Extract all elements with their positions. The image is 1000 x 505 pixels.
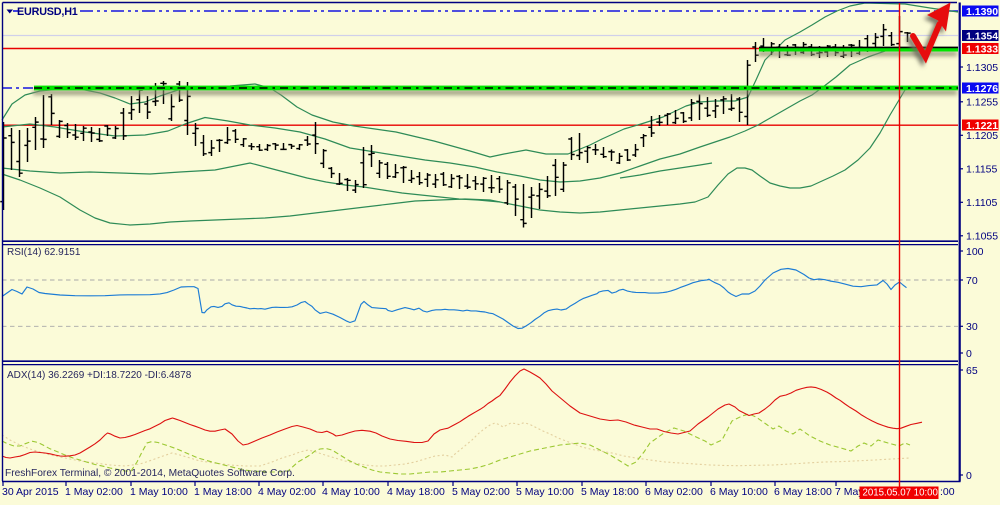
svg-text:1.1276: 1.1276 xyxy=(966,83,998,95)
svg-text:1 May 10:00: 1 May 10:00 xyxy=(130,486,188,498)
svg-text:1.1205: 1.1205 xyxy=(966,130,998,142)
svg-text:4 May 18:00: 4 May 18:00 xyxy=(387,486,445,498)
svg-text:1.1305: 1.1305 xyxy=(966,62,998,74)
svg-text:EURUSD,H1: EURUSD,H1 xyxy=(17,6,78,18)
svg-text:0: 0 xyxy=(966,470,972,482)
svg-text:0: 0 xyxy=(966,348,972,360)
svg-text:6 May 18:00: 6 May 18:00 xyxy=(774,486,832,498)
svg-text:65: 65 xyxy=(966,365,978,377)
svg-text:RSI(14) 62.9151: RSI(14) 62.9151 xyxy=(7,247,81,258)
svg-text:1.1105: 1.1105 xyxy=(966,197,997,209)
svg-text:2015.05.07 10:00: 2015.05.07 10:00 xyxy=(863,488,939,499)
svg-text:1.1390: 1.1390 xyxy=(966,6,998,18)
svg-text:5 May 10:00: 5 May 10:00 xyxy=(516,486,574,498)
svg-text:1.1221: 1.1221 xyxy=(966,120,998,132)
svg-text:6 May 10:00: 6 May 10:00 xyxy=(710,486,768,498)
svg-text:30: 30 xyxy=(966,321,978,333)
svg-text:70: 70 xyxy=(966,275,978,287)
svg-text:1.1255: 1.1255 xyxy=(966,97,998,109)
svg-text:6 May 02:00: 6 May 02:00 xyxy=(645,486,703,498)
svg-text:4 May 10:00: 4 May 10:00 xyxy=(322,486,380,498)
svg-text:ADX(14) 36.2269 +DI:18.7220 -D: ADX(14) 36.2269 +DI:18.7220 -DI:6.4878 xyxy=(7,370,192,381)
svg-text:1.1055: 1.1055 xyxy=(966,231,998,243)
svg-text:30 Apr 2015: 30 Apr 2015 xyxy=(2,486,59,498)
svg-text:1 May 02:00: 1 May 02:00 xyxy=(65,486,123,498)
svg-text:1.1333: 1.1333 xyxy=(966,43,998,55)
svg-text:5 May 02:00: 5 May 02:00 xyxy=(452,486,510,498)
svg-text:1.1155: 1.1155 xyxy=(966,164,997,176)
svg-text:100: 100 xyxy=(966,246,984,258)
svg-text:1.1354: 1.1354 xyxy=(966,30,998,42)
svg-text::00: :00 xyxy=(940,486,955,498)
svg-text:FreshForex Terminal, © 2001-20: FreshForex Terminal, © 2001-2014, MetaQu… xyxy=(5,468,295,479)
svg-text:5 May 18:00: 5 May 18:00 xyxy=(581,486,639,498)
svg-text:1 May 18:00: 1 May 18:00 xyxy=(194,486,252,498)
svg-text:4 May 02:00: 4 May 02:00 xyxy=(258,486,316,498)
